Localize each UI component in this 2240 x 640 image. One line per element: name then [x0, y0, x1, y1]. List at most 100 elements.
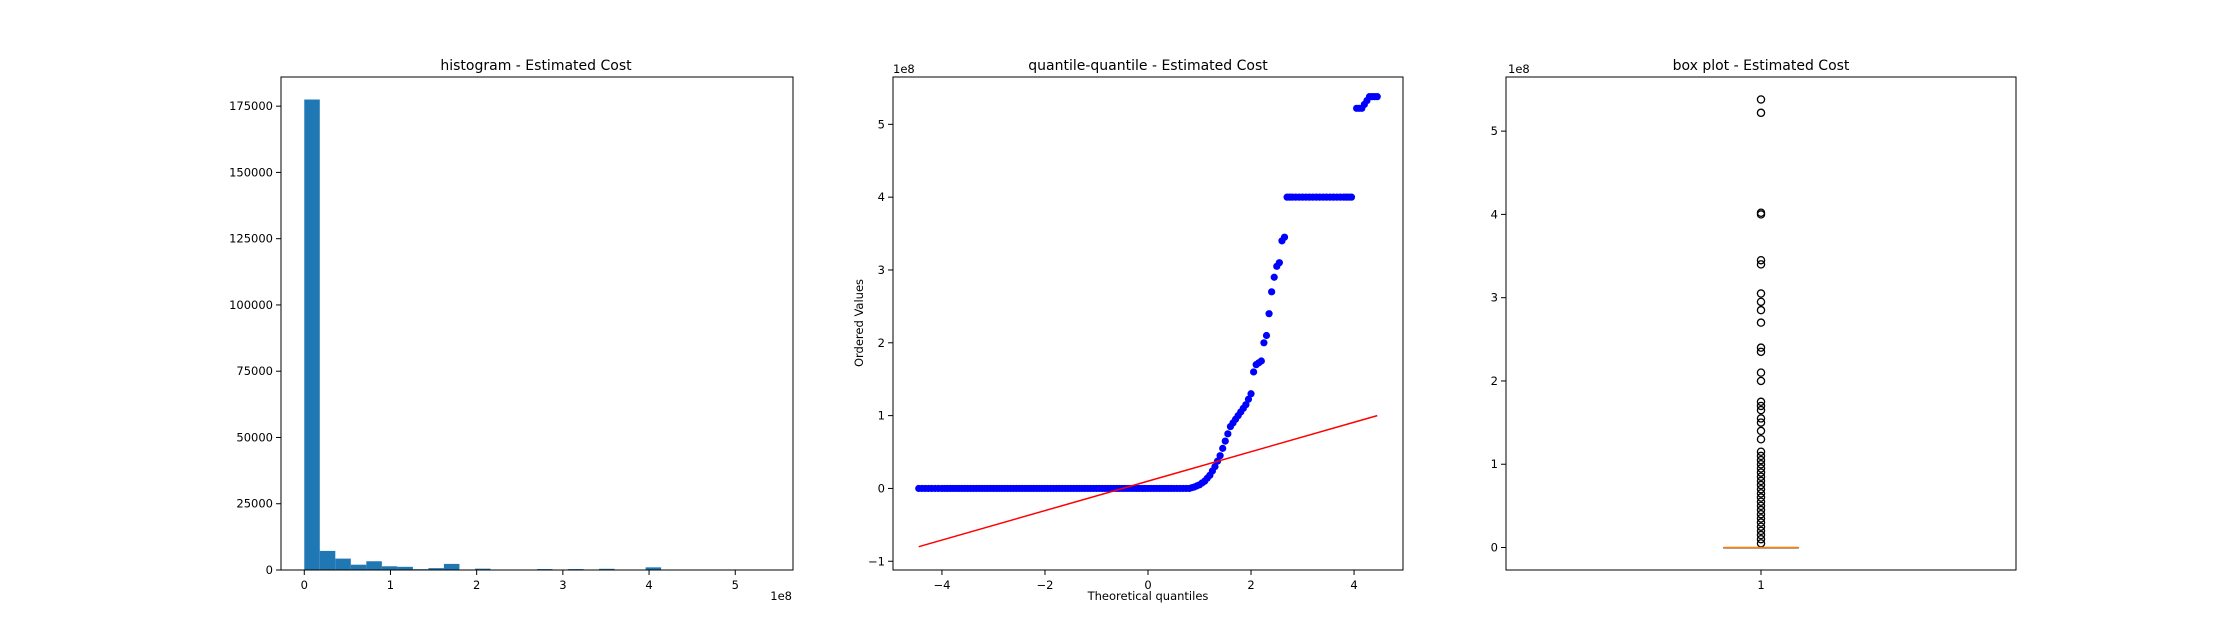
histogram-y-tick-label: 150000: [229, 165, 273, 179]
qq-y-tick-label: −1: [868, 554, 885, 568]
histogram-bar: [366, 561, 382, 570]
qq-x-tick-label: −4: [933, 578, 950, 592]
histogram-bar: [645, 567, 662, 570]
histogram-bar: [397, 566, 413, 570]
qq-y-tick-label: 0: [878, 481, 885, 495]
histogram-frame: [280, 76, 794, 571]
boxplot-flier: [1756, 401, 1766, 411]
histogram-x-tick-label: 0: [301, 578, 308, 592]
histogram-y-tick-label: 75000: [236, 364, 273, 378]
histogram-x-offset-label: 1e8: [770, 589, 792, 603]
qq-point: [1260, 339, 1268, 347]
boxplot-flier: [1756, 493, 1766, 502]
boxplot-y-tick-label: 5: [1491, 124, 1498, 138]
qq-x-tick-label: −2: [1036, 578, 1053, 592]
histogram-bar: [599, 568, 615, 570]
boxplot-flier: [1756, 435, 1766, 444]
qq-x-axis-label: Theoretical quantiles: [1087, 589, 1209, 603]
boxplot-flier: [1756, 497, 1766, 506]
histogram-x-tick-label: 3: [559, 578, 566, 592]
histogram-bar: [428, 568, 444, 570]
histogram-x-tick-label: 1: [387, 578, 394, 592]
boxplot-title: box plot - Estimated Cost: [1673, 58, 1850, 74]
qq-plot-area: −4 −2 0 2 4 −1 0 1 2 3 4 5: [868, 76, 1404, 592]
boxplot-flier: [1756, 95, 1766, 104]
qq-point: [1250, 368, 1258, 376]
boxplot-flier: [1756, 509, 1766, 519]
boxplot-flier: [1756, 468, 1766, 477]
boxplot-flier: [1756, 405, 1766, 415]
boxplot-flier: [1756, 534, 1766, 544]
histogram-bar: [304, 99, 320, 570]
boxplot-flier: [1756, 255, 1766, 265]
qq-panel: quantile-quantile - Estimated Cost −4 −2 0…: [852, 58, 1404, 603]
histogram-bar: [319, 550, 336, 570]
boxplot-y-tick-label: 2: [1491, 374, 1498, 388]
boxplot-flier: [1756, 472, 1766, 481]
boxplot-flier: [1756, 368, 1766, 377]
boxplot-flier: [1756, 347, 1766, 357]
boxplot-flier: [1756, 480, 1766, 490]
histogram-y-tick-label: 100000: [229, 298, 273, 312]
boxplot-flier: [1756, 484, 1766, 494]
qq-point: [1244, 395, 1253, 403]
qq-point: [1347, 193, 1356, 201]
qq-point: [1270, 273, 1278, 281]
histogram-y-tick-label: 50000: [236, 430, 273, 444]
boxplot-flier: [1756, 451, 1766, 461]
boxplot-flier: [1756, 426, 1766, 436]
boxplot-flier: [1756, 530, 1766, 540]
qq-x-tick-label: 4: [1350, 578, 1357, 592]
qq-y-tick-label: 5: [878, 117, 885, 131]
histogram-panel: histogram - Estimated Cost 0 1 2 3 4 5 0 25000 5…: [229, 58, 794, 603]
qq-point: [1280, 233, 1289, 241]
boxplot-flier: [1756, 476, 1766, 486]
histogram-y-tick-label: 0: [266, 563, 273, 577]
qq-point: [1224, 430, 1232, 438]
boxplot-frame: [1505, 76, 2017, 571]
histogram-title: histogram - Estimated Cost: [440, 58, 632, 74]
qq-point: [1242, 401, 1250, 409]
boxplot-flier: [1756, 289, 1766, 298]
boxplot-flier: [1756, 297, 1766, 307]
qq-y-tick-label: 2: [878, 336, 885, 350]
qq-y-tick-label: 4: [878, 190, 885, 204]
qq-point: [1265, 310, 1273, 318]
boxplot-flier: [1756, 305, 1766, 315]
qq-point: [1268, 288, 1276, 296]
boxplot-panel: box plot - Estimated Cost 1 0 1 2 3 4 5 1e8: [1491, 58, 2017, 592]
boxplot-flier: [1756, 526, 1766, 536]
boxplot-plot-area: 1 0 1 2 3 4 5: [1491, 76, 2017, 592]
boxplot-flier: [1756, 514, 1766, 523]
boxplot-flier: [1756, 522, 1766, 531]
qq-point: [1275, 259, 1283, 267]
boxplot-y-tick-label: 4: [1491, 207, 1498, 221]
qq-x-tick-label: 2: [1247, 578, 1254, 592]
boxplot-y-offset-label: 1e8: [1508, 62, 1530, 76]
boxplot-flier: [1756, 343, 1766, 352]
boxplot-flier: [1756, 518, 1766, 527]
qq-y-axis-label: Ordered Values: [852, 279, 866, 367]
qq-point: [1373, 93, 1381, 101]
qq-point: [1219, 444, 1227, 452]
histogram-x-tick-label: 4: [645, 578, 652, 592]
histogram-x-tick-label: 5: [732, 578, 739, 592]
qq-point: [1211, 462, 1219, 471]
qq-y-offset-label: 1e8: [893, 62, 915, 76]
histogram-bar: [335, 558, 351, 570]
boxplot-flier: [1756, 414, 1766, 423]
qq-y-tick-label: 3: [878, 263, 885, 277]
boxplot-flier: [1756, 489, 1766, 498]
qq-x-tick-label: 0: [1144, 578, 1151, 592]
boxplot-flier: [1756, 418, 1766, 427]
histogram-bar: [443, 563, 460, 570]
boxplot-flier: [1756, 505, 1766, 515]
qq-point: [1221, 437, 1229, 445]
boxplot-flier: [1756, 208, 1766, 217]
boxplot-flier: [1756, 397, 1766, 407]
boxplot-flier: [1756, 108, 1766, 118]
histogram-plot-area: 0 1 2 3 4 5 0 25000 50000 75000 100000 125000 150000…: [229, 76, 794, 592]
boxplot-flier: [1756, 447, 1766, 456]
boxplot-flier: [1756, 376, 1766, 386]
